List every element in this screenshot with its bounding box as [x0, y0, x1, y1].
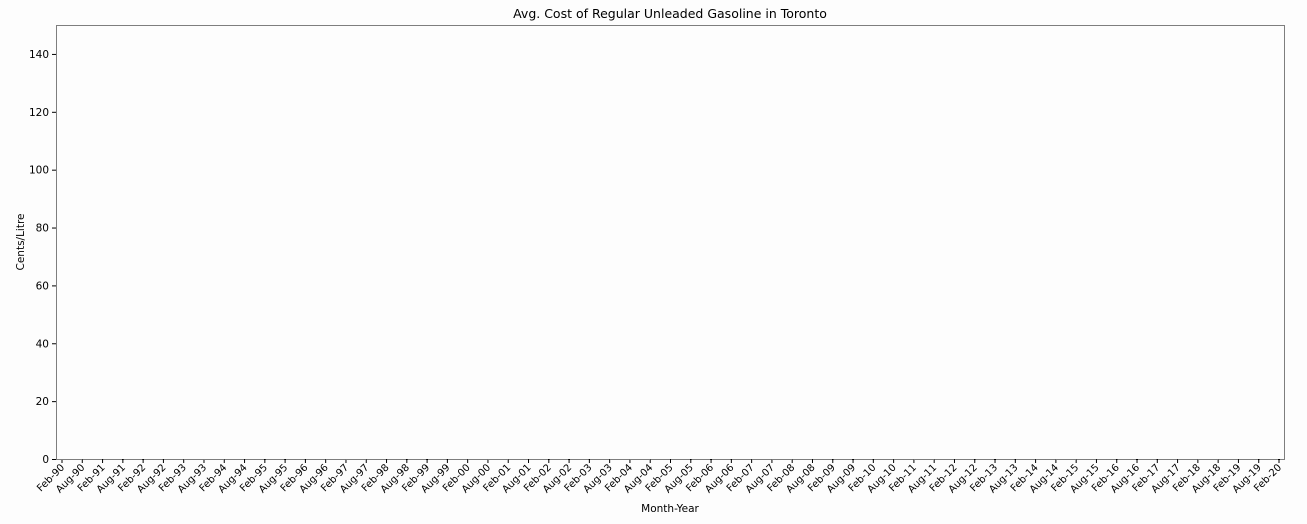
y-tick-label: 80 — [36, 223, 49, 235]
y-tick-label: 140 — [29, 49, 49, 61]
y-tick-label: 20 — [36, 396, 49, 408]
plot-area-frame — [56, 25, 1285, 460]
y-tick-label: 120 — [29, 107, 49, 119]
y-tick-label: 0 — [42, 454, 49, 466]
y-axis: 0 20 40 60 80 100 120 140 — [29, 49, 56, 466]
y-tick-label: 60 — [36, 280, 49, 292]
chart-title: Avg. Cost of Regular Unleaded Gasoline i… — [513, 6, 827, 21]
y-axis-label: Cents/Litre — [15, 213, 27, 270]
y-tick-label: 100 — [29, 165, 49, 177]
x-axis-label: Month-Year — [641, 503, 699, 515]
y-tick-label: 40 — [36, 338, 49, 350]
